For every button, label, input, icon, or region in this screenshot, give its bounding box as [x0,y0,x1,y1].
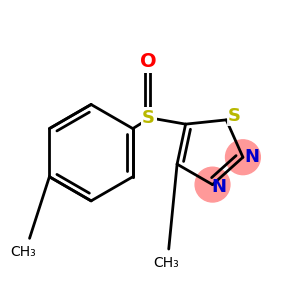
Circle shape [195,167,230,202]
Text: S: S [142,109,155,127]
Circle shape [226,140,260,175]
Text: CH₃: CH₃ [153,256,179,270]
Text: S: S [228,107,241,125]
Text: O: O [140,52,157,71]
Text: N: N [212,178,227,196]
Text: CH₃: CH₃ [10,245,36,259]
Text: N: N [244,148,259,166]
